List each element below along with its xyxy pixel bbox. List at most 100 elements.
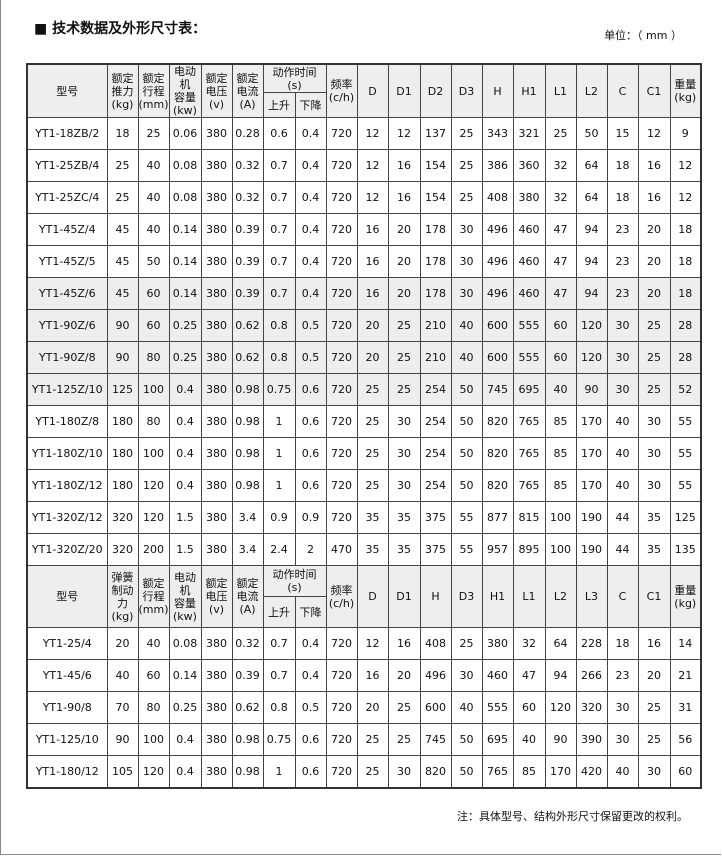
value-cell: 745 — [481, 373, 514, 406]
header-cell: 额定 行程 (mm) — [137, 63, 170, 118]
value-cell: 0.08 — [168, 149, 202, 182]
value-cell: 496 — [419, 659, 452, 692]
value-cell: 0.4 — [168, 437, 202, 470]
value-cell: 35 — [356, 501, 389, 534]
value-cell: 720 — [325, 469, 358, 502]
value-cell: 120 — [137, 501, 170, 534]
value-cell: 50 — [450, 437, 483, 470]
header-cell: 额定 电压 (v) — [200, 63, 233, 118]
value-cell: 40 — [450, 309, 483, 342]
value-cell: 12 — [387, 117, 421, 150]
value-cell: 35 — [356, 533, 389, 566]
value-cell: 40 — [606, 755, 639, 789]
value-cell: 16 — [356, 213, 389, 246]
value-cell: 720 — [325, 691, 358, 724]
value-cell: 0.4 — [294, 277, 327, 310]
value-cell: 25 — [356, 469, 389, 502]
value-cell: 35 — [387, 501, 421, 534]
header-cell: H1 — [481, 565, 514, 628]
value-cell: 94 — [575, 277, 608, 310]
value-cell: 0.8 — [262, 341, 296, 374]
model-cell: YT1-25ZC/4 — [26, 181, 108, 214]
value-cell: 720 — [325, 659, 358, 692]
value-cell: 380 — [200, 659, 233, 692]
value-cell: 460 — [481, 659, 514, 692]
value-cell: 380 — [200, 627, 233, 660]
value-cell: 0.8 — [262, 309, 296, 342]
model-cell: YT1-90Z/8 — [26, 341, 108, 374]
value-cell: 178 — [419, 213, 452, 246]
value-cell: 0.25 — [168, 691, 202, 724]
value-cell: 0.32 — [231, 627, 264, 660]
value-cell: 957 — [481, 533, 514, 566]
value-cell: 18 — [606, 181, 639, 214]
value-cell: 0.62 — [231, 691, 264, 724]
footnote: 注：具体型号、结构外形尺寸保留更改的权利。 — [457, 810, 688, 823]
value-cell: 1 — [262, 405, 296, 438]
value-cell: 85 — [512, 755, 546, 789]
table-row: YT1-180/12 105 120 0.4 380 0.98 1 0.6 720 25 30 820… — [26, 755, 702, 789]
value-cell: 23 — [606, 245, 639, 278]
value-cell: 45 — [106, 245, 139, 278]
value-cell: 0.4 — [294, 659, 327, 692]
value-cell: 180 — [106, 469, 139, 502]
value-cell: 170 — [575, 469, 608, 502]
value-cell: 0.32 — [231, 181, 264, 214]
value-cell: 2 — [294, 533, 327, 566]
value-cell: 0.98 — [231, 405, 264, 438]
value-cell: 50 — [450, 469, 483, 502]
value-cell: 380 — [200, 501, 233, 534]
value-cell: 16 — [356, 277, 389, 310]
spec-table: 型号 额定 推力 (kg) 额定 行程 (mm) 电动机 容量 (kw) 额定 电压 (… — [26, 63, 702, 789]
header-cell: 重量 (kg) — [669, 565, 702, 628]
value-cell: 0.4 — [168, 723, 202, 756]
value-cell: 16 — [387, 181, 421, 214]
value-cell: 16 — [637, 149, 671, 182]
value-cell: 9 — [669, 117, 702, 150]
value-cell: 720 — [325, 117, 358, 150]
header-cell: 下降 — [294, 596, 327, 628]
value-cell: 266 — [575, 659, 608, 692]
value-cell: 380 — [200, 723, 233, 756]
value-cell: 15 — [606, 117, 639, 150]
value-cell: 90 — [106, 341, 139, 374]
value-cell: 496 — [481, 277, 514, 310]
value-cell: 0.6 — [262, 117, 296, 150]
value-cell: 50 — [575, 117, 608, 150]
value-cell: 0.5 — [294, 691, 327, 724]
value-cell: 460 — [512, 245, 546, 278]
value-cell: 25 — [637, 373, 671, 406]
value-cell: 0.4 — [294, 213, 327, 246]
value-cell: 25 — [387, 691, 421, 724]
value-cell: 64 — [544, 627, 577, 660]
table-row: YT1-18ZB/2 18 25 0.06 380 0.28 0.6 0.4 720 12 12 13… — [26, 117, 702, 150]
header-cell: D1 — [387, 565, 421, 628]
header-cell: 电动机 容量 (kw) — [168, 565, 202, 628]
value-cell: 0.39 — [231, 277, 264, 310]
value-cell: 25 — [637, 723, 671, 756]
value-cell: 600 — [481, 309, 514, 342]
value-cell: 470 — [325, 533, 358, 566]
table-row: YT1-90Z/6 90 60 0.25 380 0.62 0.8 0.5 720 20 25 210… — [26, 309, 702, 342]
value-cell: 105 — [106, 755, 139, 789]
value-cell: 320 — [106, 533, 139, 566]
value-cell: 170 — [575, 437, 608, 470]
value-cell: 18 — [669, 277, 702, 310]
value-cell: 40 — [137, 149, 170, 182]
table-row: YT1-90Z/8 90 80 0.25 380 0.62 0.8 0.5 720 20 25 210… — [26, 341, 702, 374]
table-row: YT1-320Z/12 320 120 1.5 380 3.4 0.9 0.9 720 35 35 3… — [26, 501, 702, 534]
table-row: YT1-45Z/4 45 40 0.14 380 0.39 0.7 0.4 720 16 20 178… — [26, 213, 702, 246]
value-cell: 0.6 — [294, 723, 327, 756]
header-cell: 下降 — [294, 92, 327, 118]
header-cell: 频率 (c/h) — [325, 565, 358, 628]
header-cell: H — [419, 565, 452, 628]
value-cell: 25 — [387, 723, 421, 756]
value-cell: 85 — [544, 405, 577, 438]
value-cell: 720 — [325, 405, 358, 438]
header-cell: C1 — [637, 565, 671, 628]
value-cell: 0.6 — [294, 373, 327, 406]
value-cell: 600 — [419, 691, 452, 724]
header-cell: L1 — [544, 63, 577, 118]
header-cell: D2 — [419, 63, 452, 118]
